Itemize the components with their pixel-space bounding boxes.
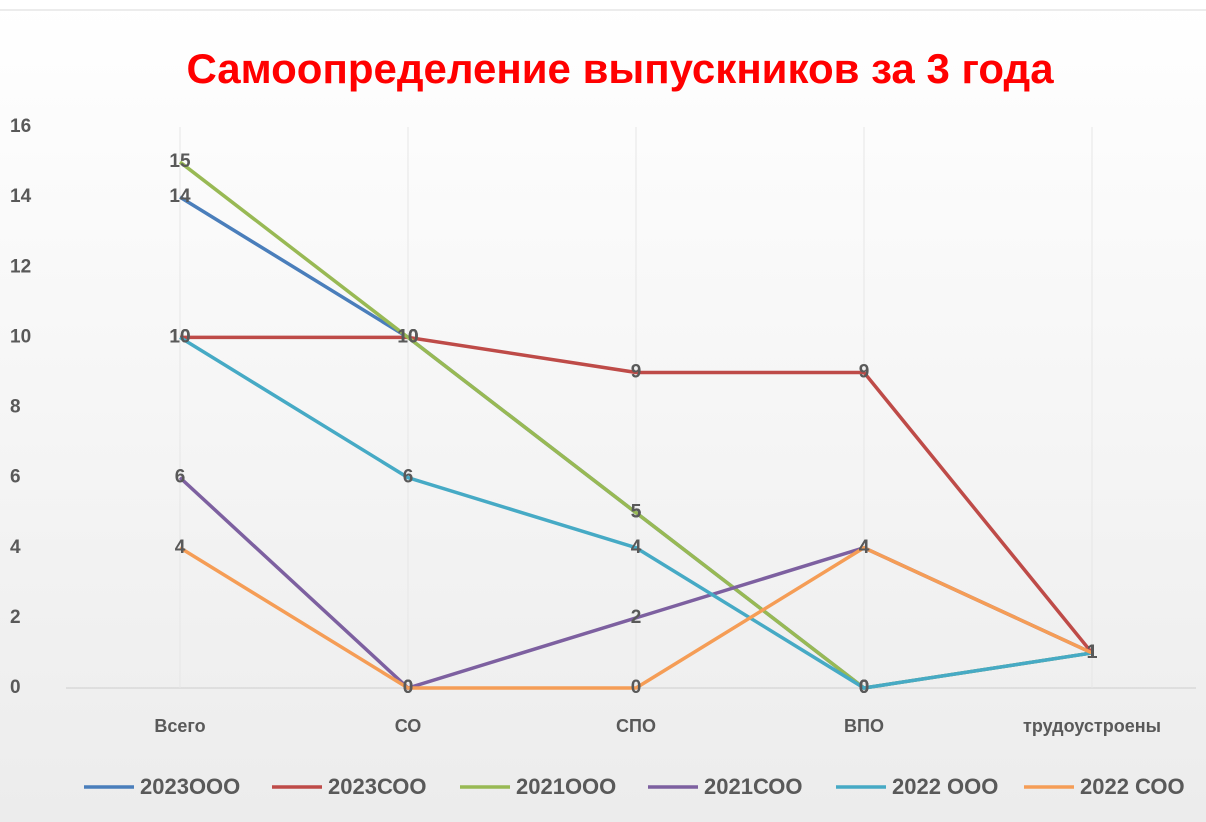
data-label: 2 xyxy=(631,607,642,628)
data-label: 10 xyxy=(397,326,418,347)
data-label: 1 xyxy=(1087,642,1098,663)
data-label: 0 xyxy=(859,677,870,698)
legend-label: 2021ООО xyxy=(516,774,616,799)
y-tick-label: 8 xyxy=(10,397,21,418)
data-label: 5 xyxy=(631,502,642,523)
y-tick-label: 2 xyxy=(10,607,21,628)
data-label: 1 xyxy=(1087,642,1098,663)
data-label: 6 xyxy=(403,467,414,488)
data-label: 1 xyxy=(1087,642,1098,663)
x-tick-label: СПО xyxy=(616,716,656,736)
data-label: 15 xyxy=(169,151,191,172)
legend-label: 2022 ООО xyxy=(892,774,998,799)
data-label: 4 xyxy=(859,537,870,558)
data-label: 1 xyxy=(1087,642,1098,663)
y-tick-label: 6 xyxy=(10,467,21,488)
y-tick-label: 12 xyxy=(10,256,31,277)
data-label: 4 xyxy=(859,537,870,558)
y-tick-label: 4 xyxy=(10,537,21,558)
chart-title: Самоопределение выпускников за 3 года xyxy=(186,45,1054,92)
legend-label: 2021СОО xyxy=(704,774,803,799)
y-tick-label: 16 xyxy=(10,116,31,137)
y-tick-label: 0 xyxy=(10,677,21,698)
series-line xyxy=(180,335,1094,655)
x-tick-label: СО xyxy=(395,716,422,736)
series-line xyxy=(179,545,1093,690)
x-tick-label: ВПО xyxy=(844,716,884,736)
data-label: 0 xyxy=(403,677,414,698)
data-label: 9 xyxy=(859,361,870,382)
data-label: 0 xyxy=(631,677,642,698)
legend-label: 2023СОО xyxy=(328,774,427,799)
data-label: 1 xyxy=(1087,642,1098,663)
data-label: 0 xyxy=(859,677,870,698)
data-label: 4 xyxy=(175,537,186,558)
data-label: 9 xyxy=(631,361,642,382)
data-label: 0 xyxy=(403,677,414,698)
data-label: 10 xyxy=(397,326,418,347)
data-label: 10 xyxy=(397,326,418,347)
data-label: 10 xyxy=(169,326,190,347)
x-tick-label: Всего xyxy=(154,716,205,736)
data-label: 6 xyxy=(175,467,186,488)
data-label: 4 xyxy=(631,537,642,558)
y-tick-label: 14 xyxy=(10,186,32,207)
legend-label: 2022 СОО xyxy=(1080,774,1185,799)
data-label: 5 xyxy=(631,502,642,523)
y-tick-label: 10 xyxy=(10,326,31,347)
x-tick-label: трудоустроены xyxy=(1023,716,1161,736)
series-line xyxy=(179,335,1093,690)
data-label: 0 xyxy=(859,677,870,698)
data-label: 14 xyxy=(169,186,191,207)
data-label: 1 xyxy=(1087,642,1098,663)
data-label: 10 xyxy=(169,326,190,347)
legend-label: 2023ООО xyxy=(140,774,240,799)
